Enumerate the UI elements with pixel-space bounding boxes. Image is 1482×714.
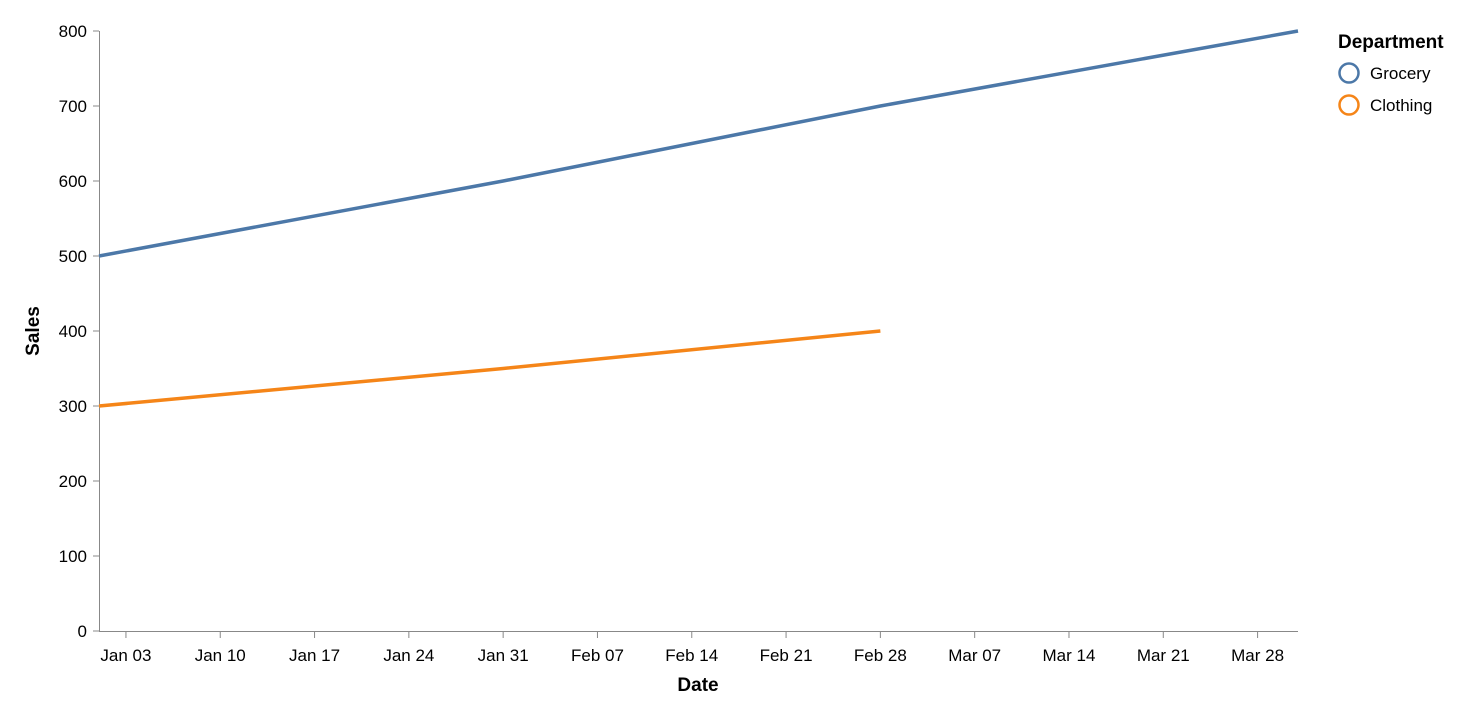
series-line-clothing: [98, 329, 881, 408]
axes: 0 100 200 300 400 500 600 700 800 Jan 03 Jan 10 Jan…: [59, 22, 1298, 665]
legend: Department Grocery Clothing: [1338, 32, 1444, 116]
plot-area: [98, 29, 1299, 408]
legend-symbol-grocery: [1338, 62, 1360, 84]
series-line-grocery: [98, 29, 1299, 258]
x-tick-label: Jan 10: [195, 646, 246, 665]
y-tick-label: 500: [59, 247, 87, 266]
y-tick-label: 100: [59, 547, 87, 566]
x-tick-label: Mar 21: [1137, 646, 1190, 665]
x-tick-label: Mar 07: [948, 646, 1001, 665]
x-tick-label: Feb 14: [665, 646, 718, 665]
y-tick-label: 800: [59, 22, 87, 41]
x-tick-label: Feb 28: [854, 646, 907, 665]
x-tick-label: Jan 24: [383, 646, 434, 665]
x-tick-label: Jan 31: [478, 646, 529, 665]
legend-label-grocery: Grocery: [1370, 64, 1431, 83]
x-tick-label: Jan 17: [289, 646, 340, 665]
y-tick-label: 200: [59, 472, 87, 491]
x-tick-label: Mar 14: [1043, 646, 1096, 665]
legend-symbol-clothing: [1338, 94, 1360, 116]
x-axis-title: Date: [677, 675, 718, 696]
legend-label-clothing: Clothing: [1370, 96, 1432, 115]
x-tick-label: Feb 07: [571, 646, 624, 665]
legend-title: Department: [1338, 32, 1444, 53]
y-tick-label: 400: [59, 322, 87, 341]
y-tick-label: 300: [59, 397, 87, 416]
y-tick-label: 600: [59, 172, 87, 191]
y-tick-label: 700: [59, 97, 87, 116]
x-tick-label: Feb 21: [760, 646, 813, 665]
y-tick-label: 0: [78, 622, 87, 641]
y-axis-title: Sales: [23, 306, 44, 356]
x-tick-label: Mar 28: [1231, 646, 1284, 665]
x-tick-label: Jan 03: [100, 646, 151, 665]
